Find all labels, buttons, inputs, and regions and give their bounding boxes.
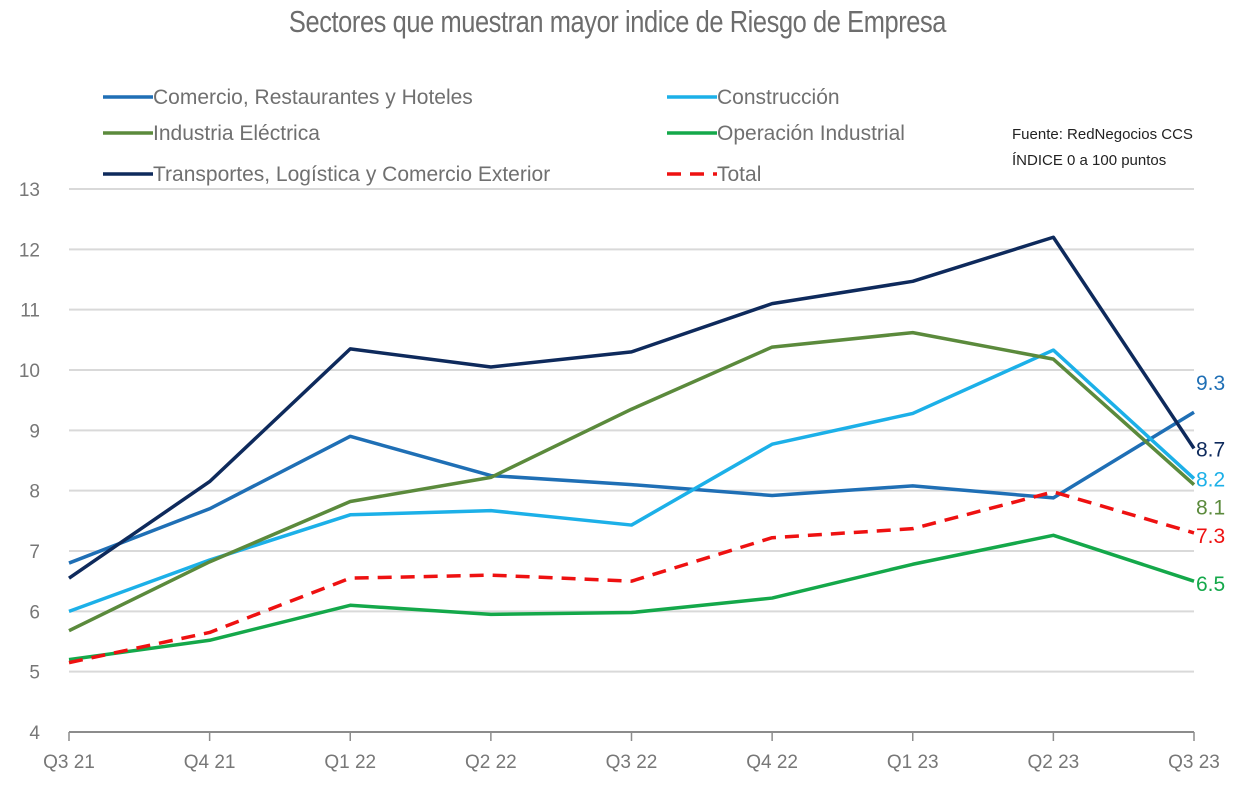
y-axis: 4 5 6 7 8 9 10 11 12 13	[19, 180, 41, 744]
legend-label: Construcción	[717, 86, 840, 109]
data-label: 6.5	[1196, 573, 1225, 596]
legend-label: Total	[717, 163, 761, 186]
data-label: 8.2	[1196, 469, 1225, 492]
data-label: 7.3	[1196, 525, 1225, 548]
x-axis: Q3 21 Q4 21 Q1 22 Q2 22 Q3 22 Q4 22 Q1 23 Q2 23…	[43, 731, 1220, 773]
x-tick-label: Q4 22	[746, 752, 798, 773]
series-line	[68, 235, 1196, 580]
data-label: 8.1	[1196, 497, 1225, 520]
x-tick-label: Q3 21	[43, 752, 95, 773]
data-label: 9.3	[1196, 372, 1225, 395]
legend-label: Transportes, Logística y Comercio Exteri…	[153, 163, 550, 186]
source-note-line: Fuente: RedNegocios CCS	[1012, 126, 1193, 143]
y-tick-label: 10	[19, 361, 40, 382]
y-tick-label: 6	[29, 602, 40, 623]
y-tick-label: 8	[29, 482, 40, 503]
chart-title: Sectores que muestran mayor indice de Ri…	[288, 4, 947, 39]
data-label: 8.7	[1196, 438, 1225, 461]
x-tick-label: Q3 23	[1168, 752, 1220, 773]
x-tick-label: Q4 21	[184, 752, 236, 773]
series-line	[68, 490, 1195, 665]
legend: Comercio, Restaurantes y Hoteles Construc…	[103, 86, 905, 186]
legend-label: Industria Eléctrica	[153, 122, 320, 145]
y-tick-label: 7	[29, 542, 40, 563]
y-tick-label: 12	[19, 240, 40, 261]
grid-lines	[69, 188, 1194, 673]
x-tick-label: Q2 22	[465, 752, 517, 773]
y-tick-label: 13	[19, 180, 40, 201]
legend-label: Operación Industrial	[717, 122, 905, 145]
series-line	[68, 348, 1196, 613]
series-line	[68, 410, 1195, 565]
end-labels: 9.3 8.2 8.1 6.5 8.7 7.3	[1196, 372, 1225, 596]
y-tick-label: 5	[29, 663, 40, 684]
y-tick-label: 11	[20, 301, 40, 322]
series-line	[68, 330, 1196, 633]
x-tick-label: Q1 23	[887, 752, 939, 773]
series-lines	[68, 235, 1196, 665]
source-note-line: ÍNDICE 0 a 100 puntos	[1012, 152, 1166, 169]
x-tick-label: Q1 22	[324, 752, 376, 773]
y-tick-label: 4	[29, 723, 40, 744]
x-tick-label: Q2 23	[1027, 752, 1079, 773]
series-line	[68, 533, 1195, 662]
x-tick-label: Q3 22	[606, 752, 658, 773]
y-tick-label: 9	[29, 421, 40, 442]
legend-label: Comercio, Restaurantes y Hoteles	[153, 86, 473, 109]
source-note: Fuente: RedNegocios CCS ÍNDICE 0 a 100 pu…	[1012, 126, 1193, 169]
